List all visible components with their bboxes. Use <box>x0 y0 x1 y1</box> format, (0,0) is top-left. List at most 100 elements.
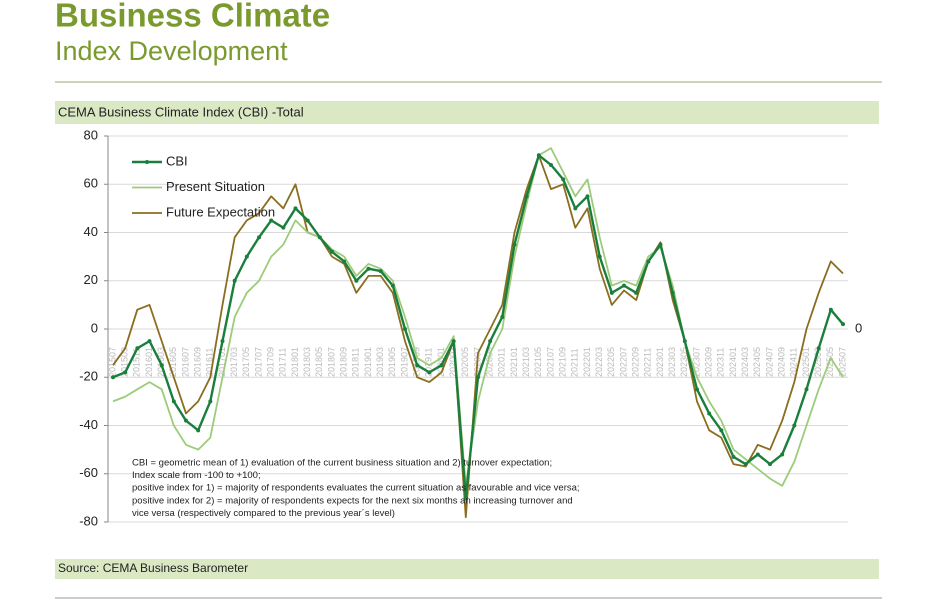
y-tick-label: -60 <box>79 465 98 480</box>
x-tick-label: 201511 <box>132 348 142 377</box>
y-tick-label: -20 <box>79 369 98 384</box>
x-tick-label: 202409 <box>777 347 787 377</box>
y-tick-label: 80 <box>84 127 98 142</box>
point <box>403 327 407 331</box>
point <box>451 339 456 344</box>
point <box>111 375 115 380</box>
y-tick-label: 60 <box>84 176 98 191</box>
point <box>330 249 334 254</box>
x-tick-label: 202307 <box>691 347 701 377</box>
x-tick-label: 201911 <box>424 348 434 377</box>
point <box>147 339 152 344</box>
x-tick-label: 202105 <box>533 347 543 377</box>
point <box>573 206 578 211</box>
point <box>184 418 188 423</box>
point <box>646 259 651 264</box>
point <box>378 269 383 274</box>
point <box>244 254 249 259</box>
x-tick-label: 202403 <box>740 347 750 377</box>
point <box>463 495 468 500</box>
x-tick-label: 202209 <box>631 347 641 377</box>
page-subtitle: Index Development <box>55 36 288 66</box>
x-tick-label: 202203 <box>594 347 604 377</box>
source-bar <box>55 559 879 579</box>
y-tick-label: 0 <box>91 320 98 335</box>
x-tick-label: 201811 <box>351 348 361 377</box>
point <box>232 278 237 283</box>
x-tick-label: 202305 <box>679 347 689 377</box>
point <box>755 452 760 457</box>
point <box>841 322 845 327</box>
note: vice versa (respectively compared to the… <box>132 508 395 519</box>
point <box>707 411 712 416</box>
point <box>828 307 833 312</box>
point <box>354 278 359 283</box>
note: CBI = geometric mean of 1) evaluation of… <box>132 458 552 469</box>
x-tick-label: 202501 <box>801 347 811 377</box>
x-tick-label: 201711 <box>278 348 288 377</box>
point <box>792 423 797 428</box>
x-tick-label: 202109 <box>558 347 568 377</box>
x-tick-label: 202311 <box>716 348 726 377</box>
x-tick-label: 202401 <box>728 347 738 377</box>
point <box>196 428 201 433</box>
x-tick-label: 201709 <box>266 347 276 377</box>
chart-title: CEMA Business Climate Index (CBI) -Total <box>58 104 304 119</box>
x-tick-label: 202303 <box>667 347 677 377</box>
point <box>597 254 602 259</box>
point <box>488 339 493 344</box>
legend-label: Present Situation <box>166 179 265 194</box>
x-tick-label: 202301 <box>655 347 665 377</box>
point <box>731 454 736 459</box>
y-tick-label: -40 <box>79 417 98 432</box>
x-tick-label: 202009 <box>485 347 495 377</box>
point <box>536 153 541 158</box>
x-tick-label: 202001 <box>436 347 446 377</box>
x-tick-label: 201707 <box>253 347 263 377</box>
point <box>743 462 748 467</box>
x-tick-label: 202309 <box>704 347 714 377</box>
x-tick-label: 202405 <box>752 347 762 377</box>
point <box>171 399 176 404</box>
point <box>293 206 298 211</box>
x-tick-label: 201601 <box>144 347 154 377</box>
x-tick-label: 201705 <box>241 347 251 377</box>
point <box>159 363 164 368</box>
page-title: Business Climate <box>55 0 330 34</box>
point <box>305 218 310 223</box>
point <box>695 387 699 392</box>
x-tick-label: 202003 <box>448 347 458 377</box>
point <box>476 375 480 380</box>
x-tick-label: 201805 <box>314 347 324 377</box>
point <box>415 363 420 368</box>
point <box>549 162 553 167</box>
x-tick-label: 202107 <box>545 347 555 377</box>
x-tick-label: 202103 <box>521 347 531 377</box>
point <box>512 242 517 247</box>
x-tick-label: 202407 <box>764 347 774 377</box>
x-tick-label: 201509 <box>120 347 130 377</box>
point <box>622 283 626 288</box>
x-tick-label: 202211 <box>643 348 653 377</box>
x-tick-label: 201809 <box>339 347 349 377</box>
x-tick-label: 201507 <box>107 347 117 377</box>
legend-marker <box>145 160 149 164</box>
x-tick-label: 202201 <box>582 347 592 377</box>
point <box>670 290 675 295</box>
legend-label: CBI <box>166 153 188 168</box>
series-line <box>112 147 844 487</box>
end-label: 0 <box>855 320 862 335</box>
x-tick-label: 201607 <box>180 347 190 377</box>
point <box>585 194 590 199</box>
point <box>123 370 128 375</box>
x-tick-label: 202205 <box>606 347 616 377</box>
x-tick-label: 201905 <box>387 347 397 377</box>
x-tick-label: 201903 <box>375 347 385 377</box>
note: positive index for 1) = majority of resp… <box>132 483 580 494</box>
point <box>768 462 772 467</box>
x-tick-label: 201807 <box>326 347 336 377</box>
source: Source: CEMA Business Barometer <box>58 561 248 575</box>
point <box>366 266 371 271</box>
x-tick-label: 202011 <box>497 348 507 377</box>
x-tick-label: 202111 <box>570 348 580 377</box>
